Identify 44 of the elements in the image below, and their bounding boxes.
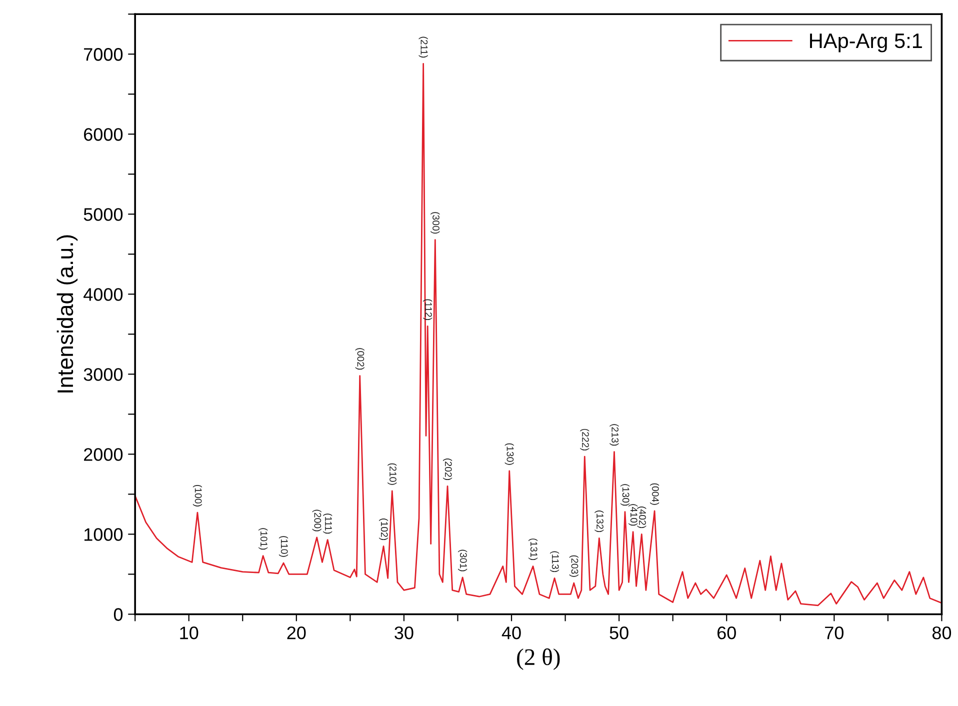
annotation: (200) [312, 510, 322, 532]
annotation: (402) [637, 506, 646, 528]
x-axis-title: (2 θ) [517, 648, 560, 670]
x-tick-label: 50 [610, 626, 628, 640]
annotation: (210) [388, 463, 397, 485]
annotation: (112) [423, 299, 432, 320]
annotation: (101) [258, 528, 268, 550]
annotation: (100) [192, 484, 202, 506]
line-series [135, 63, 942, 606]
annotation: (111) [323, 514, 332, 534]
x-tick-label: 10 [180, 626, 198, 640]
annotation: (002) [355, 348, 364, 370]
x-tick-label: 40 [502, 626, 521, 640]
annotation: (102) [378, 518, 388, 540]
annotation: (202) [442, 458, 452, 480]
y-tick-label: 4000 [84, 288, 123, 301]
annotation: (203) [569, 555, 578, 577]
y-tick-label: 0 [114, 608, 123, 621]
annotation: (211) [418, 36, 428, 58]
x-tick-label: 60 [717, 626, 736, 640]
annotation: (110) [278, 536, 288, 557]
annotation: (300) [430, 212, 440, 234]
x-tick-label: 20 [287, 626, 306, 640]
annotation: (213) [610, 424, 619, 446]
y-tick-label: 6000 [84, 128, 123, 141]
x-tick-label: 80 [932, 626, 952, 640]
annotation: (222) [580, 428, 590, 450]
y-tick-label: 3000 [84, 368, 123, 381]
annotation: (132) [594, 510, 604, 532]
annotation: (004) [650, 483, 660, 505]
annotation: (410) [628, 504, 638, 526]
y-tick-label: 1000 [84, 528, 123, 541]
annotation: (130) [504, 443, 514, 465]
annotation: (301) [458, 550, 468, 572]
x-tick-label: 30 [394, 626, 414, 640]
y-tick-label: 7000 [84, 48, 123, 61]
annotation: (113) [550, 551, 560, 572]
y-tick-label: 5000 [84, 208, 123, 221]
x-tick-label: 70 [825, 626, 844, 640]
y-axis-title: Intensidad (a.u.) [56, 235, 78, 392]
annotation: (131) [528, 538, 538, 560]
y-tick-label: 2000 [84, 448, 123, 461]
legend-label: HAp-Arg 5:1 [810, 34, 922, 52]
annotation: (130) [620, 484, 630, 506]
